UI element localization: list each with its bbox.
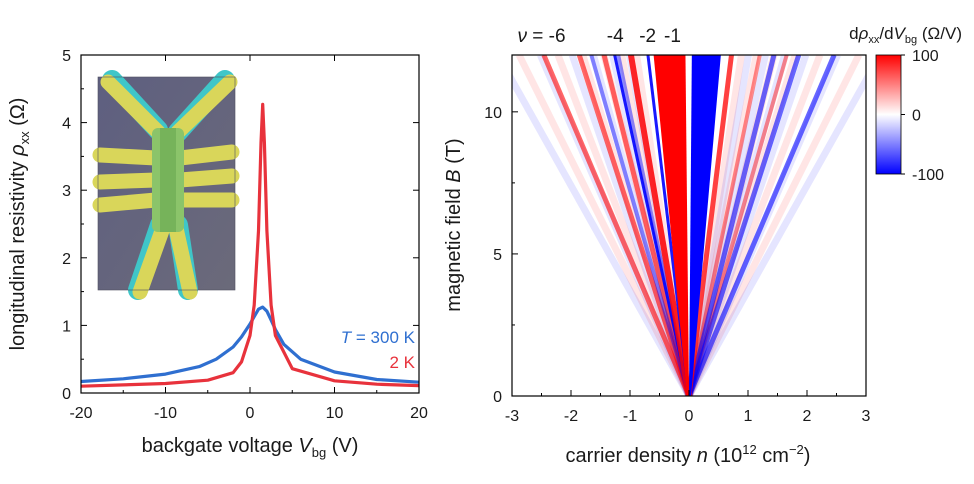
fan-line-hole-strong <box>601 55 692 396</box>
nu-value: = -6 <box>527 26 566 47</box>
x-tick-label: -2 <box>564 408 578 425</box>
x-tick-label: 10 <box>326 405 344 422</box>
landau-fan-map <box>512 55 866 396</box>
fan-line-electron-strong <box>686 55 777 396</box>
nu-label: -4 <box>607 26 624 47</box>
cnp-wedge-hole <box>653 55 689 396</box>
fan-line-hole <box>515 55 693 396</box>
nu-value: -4 <box>607 26 624 47</box>
y-tick-label: 4 <box>62 116 71 133</box>
nu-label: -1 <box>664 26 681 47</box>
fan-y-label: magnetic field B (T) <box>443 138 465 311</box>
fan-line-electron-edge <box>686 55 734 396</box>
y-tick-label: 5 <box>62 48 71 65</box>
x-tick-label: -1 <box>623 408 637 425</box>
series-line-1 <box>81 102 419 388</box>
fan-x-label: carrier density n (1012 cm−2) <box>566 442 811 467</box>
fan-line-electron <box>685 55 760 396</box>
legend-2K: 2 K <box>389 353 415 372</box>
nu-label: -2 <box>639 26 656 47</box>
colorbar: 100 0 -100 dρxx/dVbg (Ω/V) <box>849 24 962 184</box>
x-tick-label: 0 <box>685 408 694 425</box>
fan-line-electron <box>685 55 752 396</box>
cnp-wedge-electron <box>689 55 721 396</box>
x-tick-label: 3 <box>862 408 871 425</box>
legend-300K-var: T <box>341 328 353 347</box>
fan-line-hole <box>512 73 693 396</box>
series-line-0 <box>81 305 419 384</box>
legend-300K: T = 300 K <box>341 328 416 347</box>
x-tick-label: 2 <box>803 408 812 425</box>
nu-value: -2 <box>639 26 656 47</box>
nu-symbol: ν <box>517 26 527 47</box>
fan-line-hole-strong <box>576 55 692 396</box>
y-tick-label: 5 <box>493 247 502 264</box>
fan-line-hole-strong <box>589 55 691 396</box>
fan-line-hole-strong <box>541 55 692 396</box>
x-tick-label: -3 <box>505 408 519 425</box>
resistivity-ticks: -20 -10 0 10 20 0 1 2 3 4 5 <box>62 48 428 422</box>
resistivity-panel: -20 -10 0 10 20 0 1 2 3 4 5 T = 300 K 2 K backgate… <box>7 48 428 460</box>
x-tick-label: -20 <box>69 405 92 422</box>
y-tick-label: 1 <box>62 318 71 335</box>
colorbar-tick-label: 100 <box>912 48 939 65</box>
landau-fan-panel: -3 -2 -1 0 1 2 3 0 5 10 ν = -6 -4 -2 -1 carrier dens… <box>443 24 962 467</box>
fan-line-electron <box>685 55 863 396</box>
y-tick-label: 0 <box>493 389 502 406</box>
nu-label: ν = -6 <box>517 26 565 47</box>
filling-factor-labels: ν = -6 -4 -2 -1 <box>517 26 680 47</box>
x-tick-label: 0 <box>246 405 255 422</box>
legend-300K-rest: = 300 K <box>351 328 415 347</box>
device-micrograph-inset <box>92 70 240 300</box>
colorbar-gradient <box>876 55 901 174</box>
fan-line-electron-strong <box>686 55 802 396</box>
resistivity-y-label: longitudinal resistivity ρxx (Ω) <box>7 98 32 351</box>
fan-line-electron <box>685 73 866 396</box>
fan-line-nu-2 <box>627 55 692 396</box>
x-tick-label: 1 <box>744 408 753 425</box>
resistivity-curves <box>81 102 419 388</box>
legend-2K-rest: 2 K <box>389 353 415 372</box>
colorbar-tick-label: -100 <box>912 167 944 184</box>
colorbar-title: dρxx/dVbg (Ω/V) <box>849 24 962 46</box>
colorbar-ticks: 100 0 -100 <box>901 48 944 184</box>
y-tick-label: 10 <box>484 105 502 122</box>
resistivity-x-label: backgate voltage Vbg (V) <box>142 435 359 460</box>
colorbar-tick-label: 0 <box>912 108 921 125</box>
x-tick-label: 20 <box>410 405 428 422</box>
y-tick-label: 0 <box>62 386 71 403</box>
x-tick-label: -10 <box>154 405 177 422</box>
fan-ticks: -3 -2 -1 0 1 2 3 0 5 10 <box>484 105 870 425</box>
fan-background <box>512 55 866 396</box>
y-tick-label: 2 <box>62 251 71 268</box>
fan-line-electron-strong <box>686 55 837 396</box>
nu-value: -1 <box>664 26 681 47</box>
y-tick-label: 3 <box>62 183 71 200</box>
